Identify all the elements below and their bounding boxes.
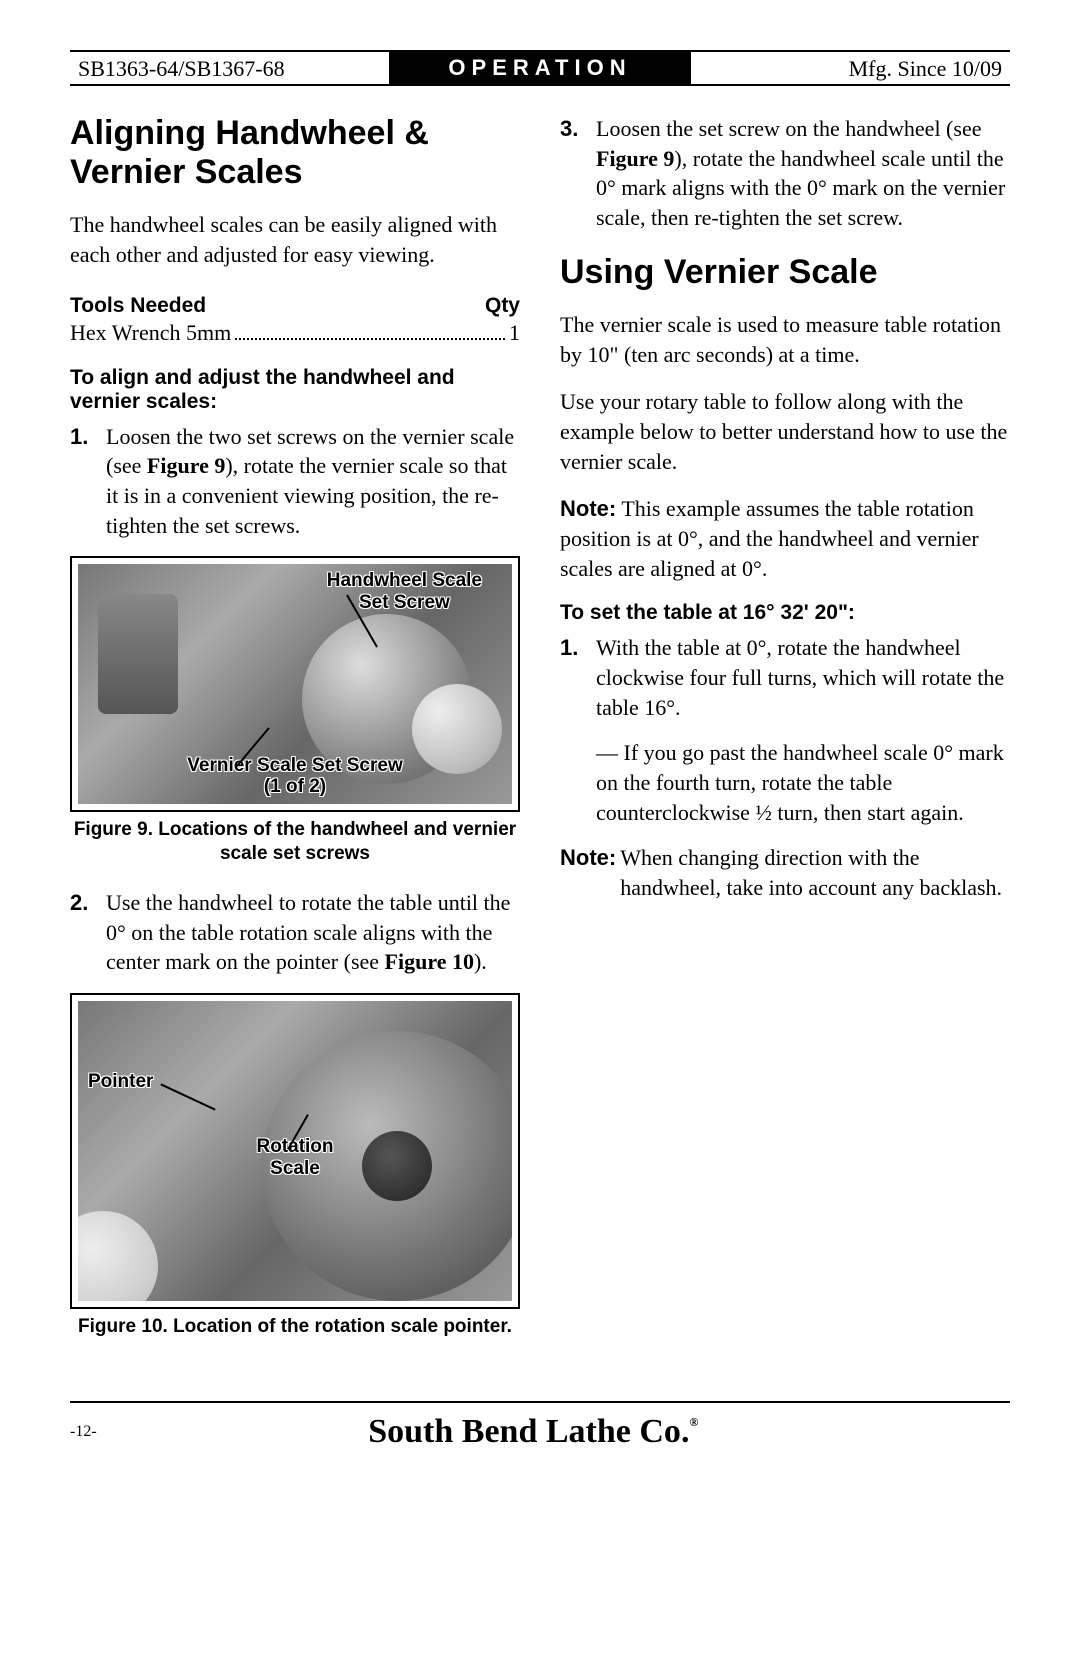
figure-10: Pointer RotationScale: [70, 993, 520, 1309]
leader-dots: [235, 318, 505, 340]
vernier-p2: Use your rotary table to follow along wi…: [560, 387, 1010, 476]
step-3: 3. Loosen the set screw on the handwheel…: [560, 114, 1010, 233]
note-2: Note: When changing direction with the h…: [560, 843, 1010, 902]
section-heading-vernier: Using Vernier Scale: [560, 253, 1010, 292]
right-column: 3. Loosen the set screw on the handwheel…: [560, 114, 1010, 1361]
vernier-p1: The vernier scale is used to measure tab…: [560, 310, 1010, 369]
step-1: 1. Loosen the two set screws on the vern…: [70, 422, 520, 541]
header-model: SB1363-64/SB1367-68: [70, 52, 389, 84]
step-number: 2.: [70, 888, 106, 977]
example-heading: To set the table at 16° 32' 20":: [560, 601, 1010, 625]
tool-item: Hex Wrench 5mm: [70, 320, 231, 346]
section-heading-aligning: Aligning Handwheel & Vernier Scales: [70, 114, 520, 192]
page-footer: -12- South Bend Lathe Co.®: [70, 1403, 1010, 1451]
page-header: SB1363-64/SB1367-68 OPERATION Mfg. Since…: [70, 50, 1010, 86]
note-1: Note: This example assumes the table rot…: [560, 494, 1010, 583]
callout-handwheel-setscrew: Handwheel ScaleSet Screw: [327, 570, 482, 614]
example-step-1: 1. With the table at 0°, rotate the hand…: [560, 633, 1010, 722]
tool-qty: 1: [509, 320, 520, 346]
figure-9: Handwheel ScaleSet Screw Vernier Scale S…: [70, 556, 520, 812]
step-number: 3.: [560, 114, 596, 233]
left-column: Aligning Handwheel & Vernier Scales The …: [70, 114, 520, 1361]
intro-paragraph: The handwheel scales can be easily align…: [70, 210, 520, 269]
header-mfg-date: Mfg. Since 10/09: [691, 52, 1010, 84]
callout-rotation-scale: RotationScale: [256, 1136, 333, 1180]
step-number: 1.: [560, 633, 596, 722]
qty-label: Qty: [485, 294, 520, 318]
procedure-heading: To align and adjust the handwheel and ve…: [70, 366, 520, 414]
figure-10-caption: Figure 10. Location of the rotation scal…: [70, 1315, 520, 1339]
callout-pointer: Pointer: [88, 1071, 153, 1093]
step-number: 1.: [70, 422, 106, 541]
page-number: -12-: [70, 1423, 97, 1441]
tools-needed-label: Tools Needed: [70, 294, 206, 318]
header-section: OPERATION: [389, 52, 692, 84]
step-2: 2. Use the handwheel to rotate the table…: [70, 888, 520, 977]
example-substep: — If you go past the handwheel scale 0° …: [596, 738, 1010, 827]
brand-name: South Bend Lathe Co.®: [97, 1413, 970, 1451]
callout-vernier-setscrew: Vernier Scale Set Screw(1 of 2): [187, 755, 402, 799]
figure-9-caption: Figure 9. Locations of the handwheel and…: [70, 818, 520, 866]
